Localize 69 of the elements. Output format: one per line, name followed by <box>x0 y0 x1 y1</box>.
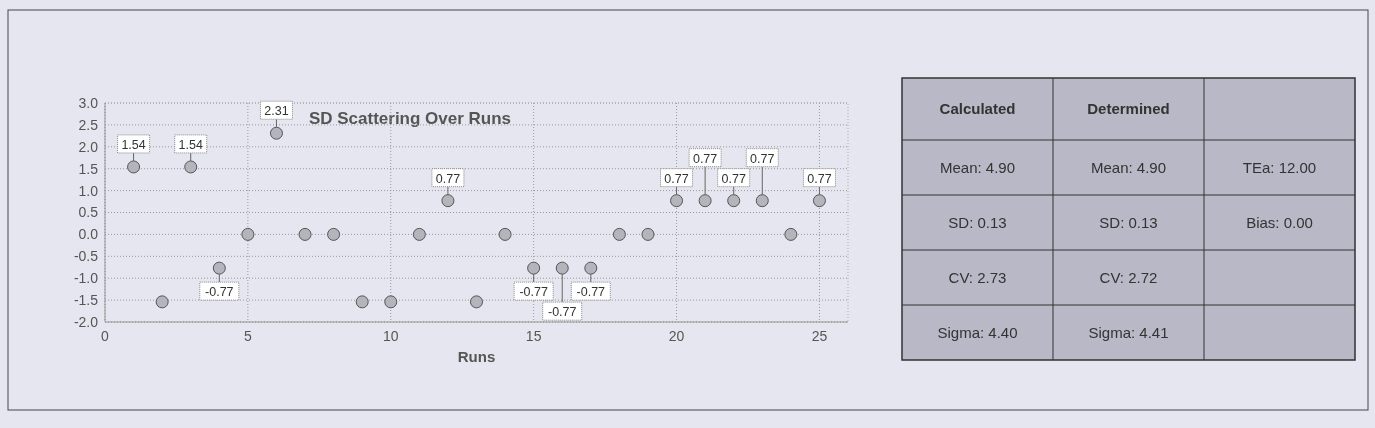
x-tick-label: 15 <box>525 328 542 344</box>
y-tick-label: -1.0 <box>73 270 99 287</box>
point <box>612 227 626 241</box>
data-label: 0.77 <box>750 151 775 166</box>
text: SD: 0.13 <box>948 213 1007 231</box>
point <box>355 295 369 309</box>
point <box>470 295 483 309</box>
point <box>212 261 226 275</box>
text: CV: 2.73 <box>948 268 1007 286</box>
y-tick-label: -0.5 <box>73 248 99 265</box>
point <box>298 227 312 241</box>
point <box>184 160 198 174</box>
point <box>384 295 398 309</box>
data-label: 0.77 <box>664 171 689 186</box>
category-label: Determined <box>1087 100 1170 118</box>
text: Sigma: 4.40 <box>937 323 1018 341</box>
data-label: -0.77 <box>547 305 577 320</box>
point <box>784 227 798 241</box>
y-tick-label: 1.0 <box>78 182 99 199</box>
x-axis-title: Runs <box>457 348 496 365</box>
data-label: 0.77 <box>807 171 832 186</box>
point <box>727 194 741 208</box>
data-label: 2.31 <box>264 104 289 119</box>
point <box>498 227 512 241</box>
data-label: 0.77 <box>435 171 461 186</box>
point <box>441 194 455 208</box>
point <box>584 261 598 275</box>
y-tick-label: -2.0 <box>73 313 99 330</box>
data-label: -0.77 <box>205 285 234 300</box>
data-label: 0.77 <box>721 171 746 186</box>
point <box>155 295 169 309</box>
data-label: 0.77 <box>692 151 718 166</box>
point <box>670 194 684 208</box>
text: TEa: 12.00 <box>1242 158 1317 176</box>
text: SD: 0.13 <box>1099 213 1158 231</box>
point <box>327 227 341 241</box>
point <box>241 227 255 241</box>
x-tick-label: 20 <box>668 328 685 344</box>
point <box>812 194 826 208</box>
text: CV: 2.72 <box>1099 268 1158 286</box>
y-tick-label: 2.0 <box>78 138 99 155</box>
y-tick-label: -1.5 <box>73 292 99 308</box>
point <box>412 227 426 241</box>
text: Bias: 0.00 <box>1246 213 1313 231</box>
x-tick-label: 25 <box>811 328 828 344</box>
point <box>527 261 541 275</box>
data-label: 1.54 <box>121 137 146 152</box>
y-tick-label: 3.0 <box>78 94 99 111</box>
x-tick-label: 0 <box>101 328 110 344</box>
point <box>698 194 712 208</box>
y-tick-label: 1.5 <box>78 160 99 177</box>
point <box>641 227 655 241</box>
text: Mean: 4.90 <box>939 158 1016 176</box>
y-tick-label: 0.5 <box>78 204 99 221</box>
chart-title: SD Scattering Over Runs <box>308 109 512 128</box>
x-tick-label: 5 <box>243 328 252 344</box>
y-tick-label: 2.5 <box>78 116 99 133</box>
text: Sigma: 4.41 <box>1088 323 1169 341</box>
point <box>555 261 569 275</box>
x-tick-label: 10 <box>382 328 399 344</box>
data-label: 1.54 <box>178 137 203 152</box>
point <box>755 194 769 208</box>
category-label: Calculated <box>939 100 1016 118</box>
point <box>269 126 283 140</box>
y-tick-label: 0.0 <box>78 226 99 243</box>
data-label: -0.77 <box>519 285 548 300</box>
data-label: -0.77 <box>576 285 606 300</box>
text: Mean: 4.90 <box>1090 158 1167 176</box>
point <box>127 160 141 174</box>
